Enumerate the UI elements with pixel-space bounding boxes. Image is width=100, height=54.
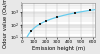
X-axis label: Emission height (m): Emission height (m) xyxy=(32,46,85,51)
Point xyxy=(39,24,40,25)
Y-axis label: Odour value (Ou/m³): Odour value (Ou/m³) xyxy=(4,0,8,48)
Point xyxy=(89,9,90,10)
Point xyxy=(30,31,32,32)
Point xyxy=(56,17,58,18)
Point xyxy=(74,12,76,13)
